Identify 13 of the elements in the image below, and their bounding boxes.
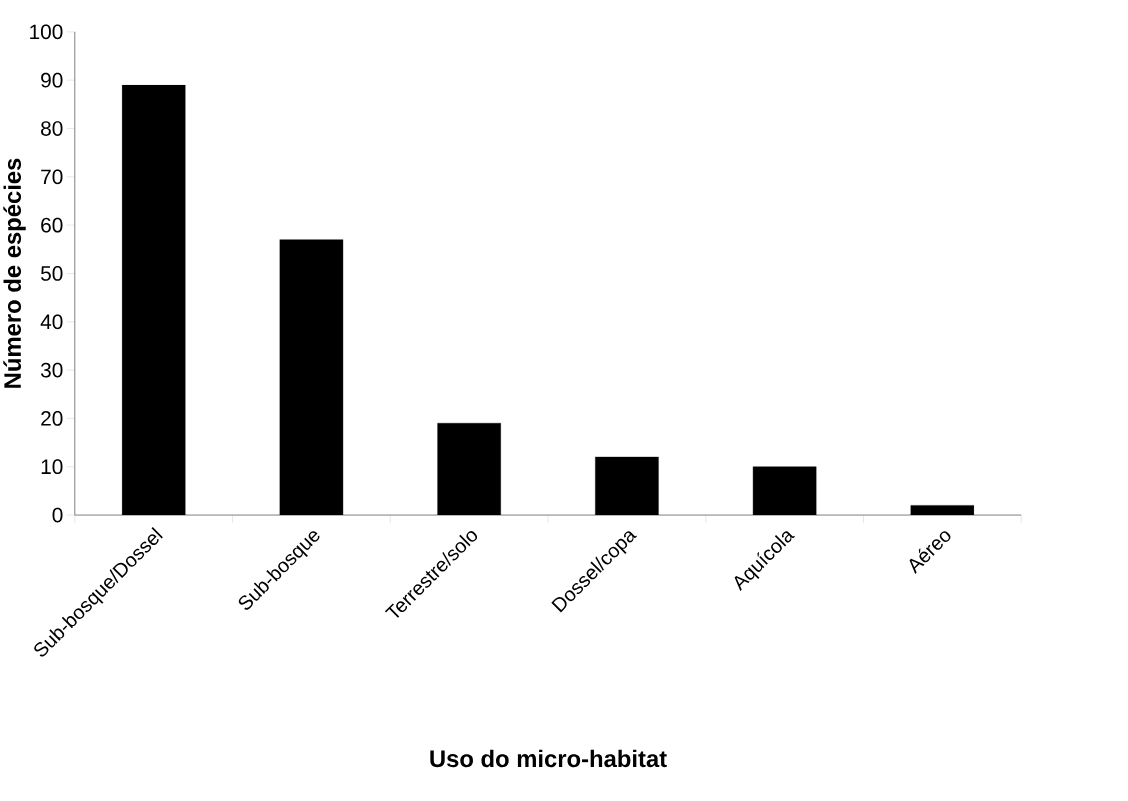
y-tick-label: 20	[41, 411, 63, 426]
y-tick-label: 60	[41, 217, 63, 233]
y-tick-label: 50	[40, 266, 63, 281]
y-tick-label: 40	[40, 314, 63, 330]
y-tick-label: 70	[41, 169, 63, 185]
x-axis-title: Uso do micro-habitat	[430, 749, 667, 768]
y-tick-label: 100	[30, 24, 63, 40]
y-tick-label: 30	[40, 362, 63, 378]
y-tick-label: 80	[41, 121, 63, 136]
y-tick-label: 0	[52, 507, 63, 523]
y-axis-title: Número de espécies	[3, 158, 26, 388]
y-tick-label: 10	[41, 459, 63, 475]
y-tick-label: 90	[41, 72, 63, 88]
